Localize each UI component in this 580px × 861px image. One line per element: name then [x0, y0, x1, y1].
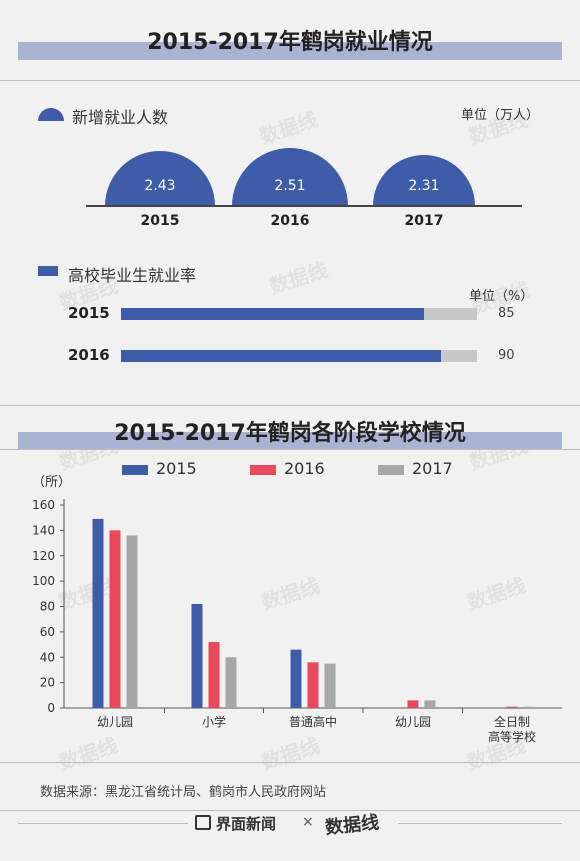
jiemian-logo-icon — [195, 815, 211, 830]
x-tick-label: 全日制高等学校 — [488, 714, 536, 744]
legend-swatch-2017 — [378, 465, 404, 475]
divider — [0, 762, 580, 763]
watermark: 数据线 — [256, 107, 321, 149]
data-source: 数据来源：黑龙江省统计局、鹤岗市人民政府网站 — [40, 785, 327, 800]
x-tick-label: 小学 — [202, 714, 226, 729]
y-tick-label: 40 — [40, 650, 55, 664]
rate-bar-track — [121, 308, 477, 320]
y-tick-label: 100 — [32, 574, 55, 588]
dome-2016: 2.51 — [232, 148, 348, 206]
dome-value-label: 2.51 — [274, 178, 306, 194]
dome-2017: 2.31 — [373, 155, 475, 206]
rate-legend-icon — [38, 266, 58, 276]
dome-year-label: 2017 — [404, 213, 444, 229]
legend-swatch-2016 — [250, 465, 276, 475]
title-band — [18, 42, 562, 60]
title-band — [18, 432, 562, 450]
watermark: 数据线 — [266, 257, 331, 299]
bar-2017 — [523, 706, 535, 708]
rate-year-label: 2015 — [68, 304, 110, 322]
legend-label-2016: 2016 — [284, 459, 325, 478]
dome-value-label: 2.43 — [144, 177, 176, 194]
bar-2017 — [424, 700, 436, 708]
y-tick-label: 140 — [32, 523, 55, 537]
bar-2017 — [225, 657, 237, 708]
x-tick-label: 幼儿园 — [97, 715, 133, 729]
legend-swatch-2015 — [122, 465, 148, 475]
footer-times: × — [302, 814, 314, 830]
rate-bar-fill — [121, 350, 442, 362]
baseline — [86, 205, 522, 207]
bar-2016 — [208, 642, 220, 708]
rate-year-label: 2016 — [68, 346, 110, 364]
bar-2016 — [109, 530, 121, 708]
y-tick-label: 160 — [32, 498, 55, 512]
legend-label-2017: 2017 — [412, 459, 453, 478]
rate-bar-track — [121, 350, 477, 362]
x-tick-label: 幼儿园 — [395, 715, 431, 729]
y-axis-label: （所） — [32, 475, 71, 490]
footer-brand-data-wire: 数据线 — [324, 812, 381, 839]
footer-brand-jiemian: 界面新闻 — [216, 815, 277, 833]
rate-value-label: 85 — [498, 306, 515, 321]
bar-2016 — [407, 700, 419, 708]
dome-2015: 2.43 — [104, 150, 216, 206]
dome-legend-icon — [38, 108, 64, 121]
divider — [0, 810, 580, 811]
page-title-employment: 2015-2017年鹤岗就业情况 — [147, 30, 433, 55]
y-tick-label: 0 — [47, 701, 55, 715]
grad-rate-legend: 高校毕业生就业率 — [68, 266, 197, 285]
bar-2016 — [307, 662, 319, 708]
footer-rule — [398, 823, 562, 824]
bar-2016 — [506, 706, 518, 708]
dome-year-label: 2016 — [270, 213, 310, 229]
rate-value-label: 90 — [498, 348, 515, 363]
y-tick-label: 120 — [32, 549, 55, 563]
dome-value-label: 2.31 — [408, 177, 440, 194]
bar-2017 — [324, 663, 336, 708]
divider — [0, 80, 580, 81]
x-tick-label: 普通高中 — [289, 714, 337, 729]
bar-2017 — [126, 535, 138, 708]
bar-2015 — [191, 603, 203, 708]
y-tick-label: 80 — [40, 600, 55, 614]
bar-2015 — [92, 518, 104, 708]
legend-label-2015: 2015 — [156, 459, 197, 478]
y-tick-label: 60 — [40, 625, 55, 639]
divider — [0, 405, 580, 406]
new-jobs-unit: 单位（万人） — [461, 108, 540, 123]
rate-bar-fill — [121, 308, 424, 320]
page-title-schools: 2015-2017年鹤岗各阶段学校情况 — [114, 421, 466, 446]
dome-year-label: 2015 — [140, 213, 180, 229]
footer-rule — [18, 823, 188, 824]
grad-rate-unit: 单位（%） — [469, 289, 534, 304]
bar-2015 — [290, 649, 302, 708]
divider — [0, 449, 580, 450]
new-jobs-legend: 新增就业人数 — [72, 108, 169, 127]
y-tick-label: 20 — [40, 676, 55, 690]
schools-bar-chart: （所） 0 20 40 60 80 100 120 140 160 幼儿园 小学 普通高中 幼儿园 全日制高… — [32, 475, 562, 744]
